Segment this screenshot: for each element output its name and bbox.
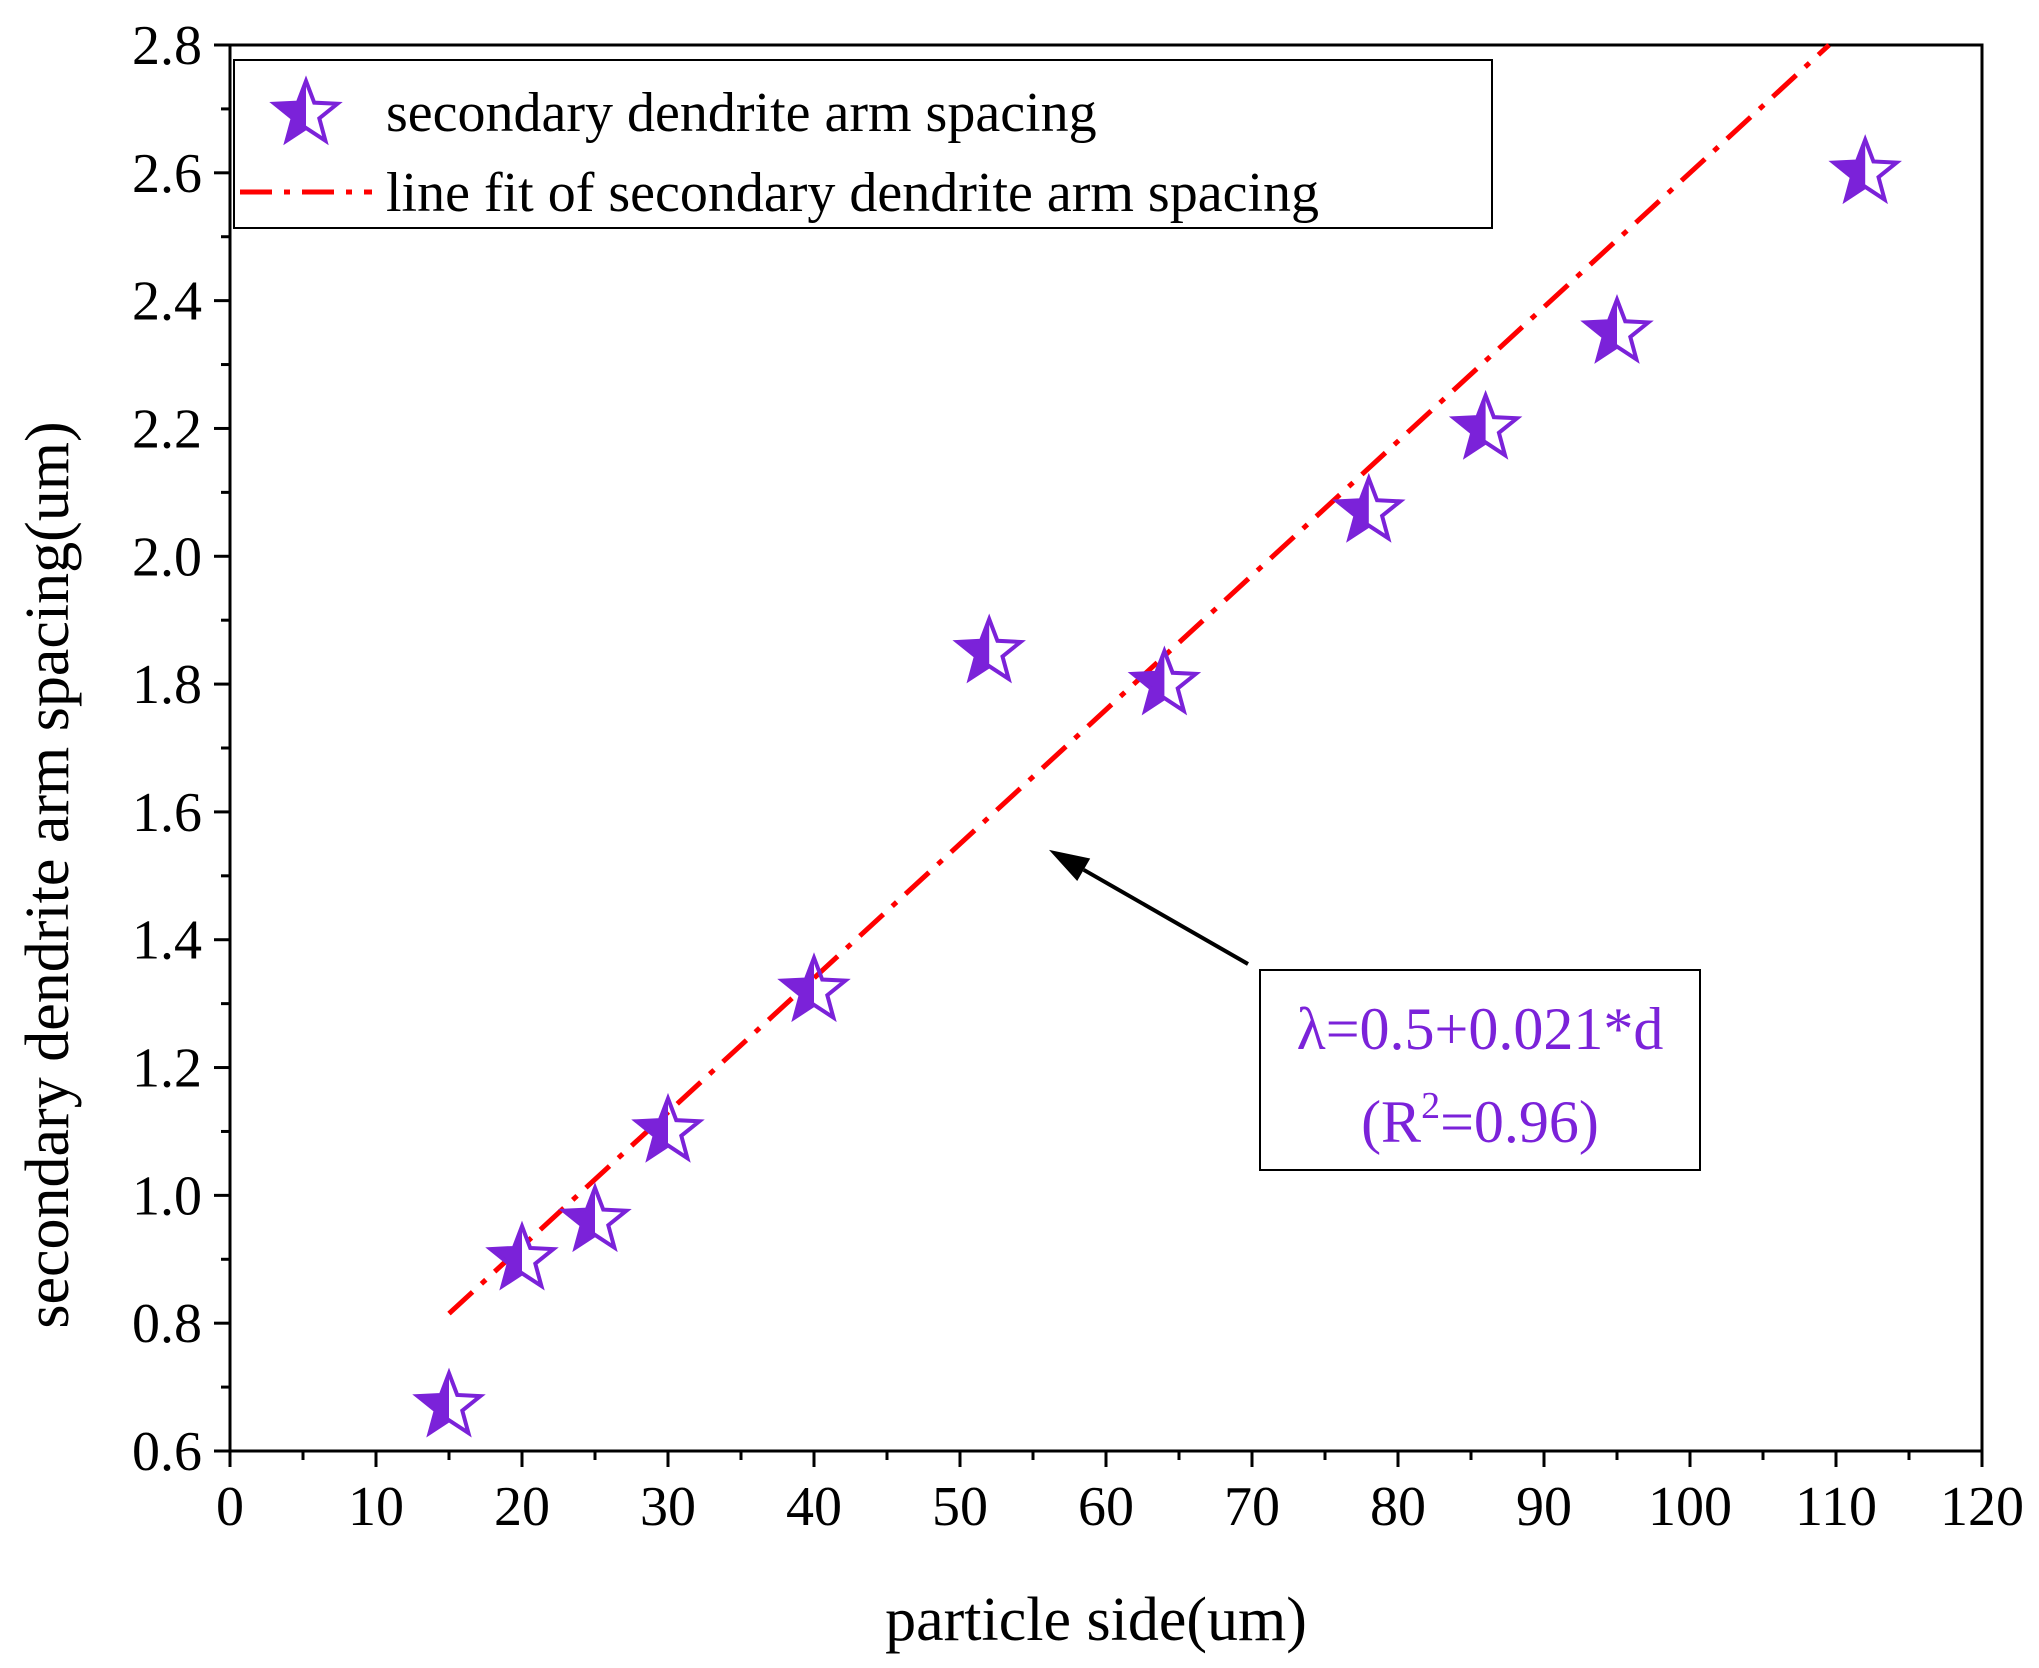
data-point [952,613,1026,684]
star-outline [777,952,851,1023]
legend-label-fit: line fit of secondary dendrite arm spaci… [386,162,1319,224]
star-outline [412,1367,486,1438]
data-point [1448,389,1523,460]
annotation-r2-superscript: 2 [1421,1085,1440,1127]
star-outline [1332,472,1406,543]
y-tick-label: 2.4 [132,271,202,333]
data-point [1828,134,1902,205]
legend-star [269,75,343,146]
x-tick-label: 60 [1078,1476,1134,1538]
star-fill [1585,299,1617,360]
x-tick-label: 10 [348,1476,404,1538]
x-axis: 0 10 20 30 40 50 60 70 80 90 100 110 120 [216,1451,2024,1538]
annotation: λ=0.5+0.021*d (R2=0.96) [1049,849,1701,1171]
star-outline [1448,389,1523,460]
data-point [485,1220,559,1291]
y-tick-label: 2.6 [132,143,202,205]
star-outline [269,75,343,146]
star-outline [558,1182,632,1253]
y-tick-label: 1.4 [132,910,202,972]
star-fill [417,1373,449,1433]
y-tick-label: 2.8 [132,15,202,77]
star-fill [957,619,990,679]
data-point [1127,645,1202,716]
x-tick-label: 40 [786,1476,842,1538]
y-tick-label: 1.0 [132,1165,202,1227]
x-tick-label: 90 [1516,1476,1572,1538]
x-tick-label: 120 [1940,1476,2024,1538]
star-outline [1127,645,1202,716]
data-point [1332,472,1406,543]
star-fill [274,81,306,141]
star-outline [1580,293,1654,364]
legend-label-scatter: secondary dendrite arm spacing [386,82,1097,144]
points-layer [412,134,1902,1438]
annotation-box [1259,969,1701,1171]
annotation-r2-prefix: (R [1361,1089,1421,1155]
star-outline [631,1092,705,1163]
star-fill [1337,478,1369,539]
data-point [631,1092,705,1163]
star-fill [636,1098,668,1159]
x-tick-label: 110 [1795,1476,1877,1538]
y-tick-label: 0.8 [132,1293,202,1355]
star-outline [1828,134,1902,205]
data-point [412,1367,486,1438]
annotation-arrow [1082,868,1249,966]
x-tick-label: 20 [494,1476,550,1538]
star-fill [490,1226,522,1286]
annotation-r-squared: (R2=0.96) [1361,1085,1599,1155]
x-axis-title: particle side(um) [885,1586,1307,1654]
star-fill [1454,395,1486,456]
data-point [1580,293,1654,364]
star-outline [485,1220,559,1291]
star-fill [1133,651,1165,711]
x-tick-label: 100 [1648,1476,1732,1538]
x-tick-label: 0 [216,1476,244,1538]
annotation-equation: λ=0.5+0.021*d [1297,996,1664,1062]
y-axis: 0.6 0.8 1.0 1.2 1.4 1.6 1.8 2.0 2.2 2.4 2.6 2.8 [132,15,230,1483]
y-tick-label: 1.2 [132,1038,202,1100]
y-tick-label: 2.0 [132,526,202,588]
star-fill [563,1187,595,1248]
annotation-arrowhead [1049,849,1091,881]
star-outline [952,613,1026,684]
star-fill [1833,139,1866,200]
x-tick-label: 70 [1224,1476,1280,1538]
y-tick-label: 1.6 [132,782,202,844]
x-tick-label: 50 [932,1476,988,1538]
y-tick-label: 0.6 [132,1421,202,1483]
y-tick-label: 2.2 [132,398,202,460]
data-point [777,952,851,1023]
x-tick-label: 80 [1370,1476,1426,1538]
y-axis-title: secondary dendrite arm spacing(um) [14,421,82,1328]
legend-box [233,59,1493,229]
x-tick-label: 30 [640,1476,696,1538]
annotation-r2-suffix: =0.96) [1440,1089,1599,1155]
legend-scatter-marker [269,75,343,146]
star-fill [782,957,814,1018]
y-tick-label: 1.8 [132,654,202,716]
legend: secondary dendrite arm spacing line fit … [233,59,1493,229]
data-point [558,1182,632,1253]
